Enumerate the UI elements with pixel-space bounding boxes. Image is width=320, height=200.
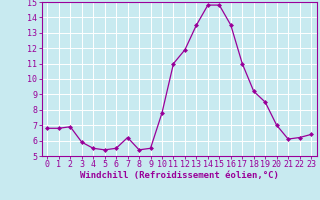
X-axis label: Windchill (Refroidissement éolien,°C): Windchill (Refroidissement éolien,°C) [80,171,279,180]
